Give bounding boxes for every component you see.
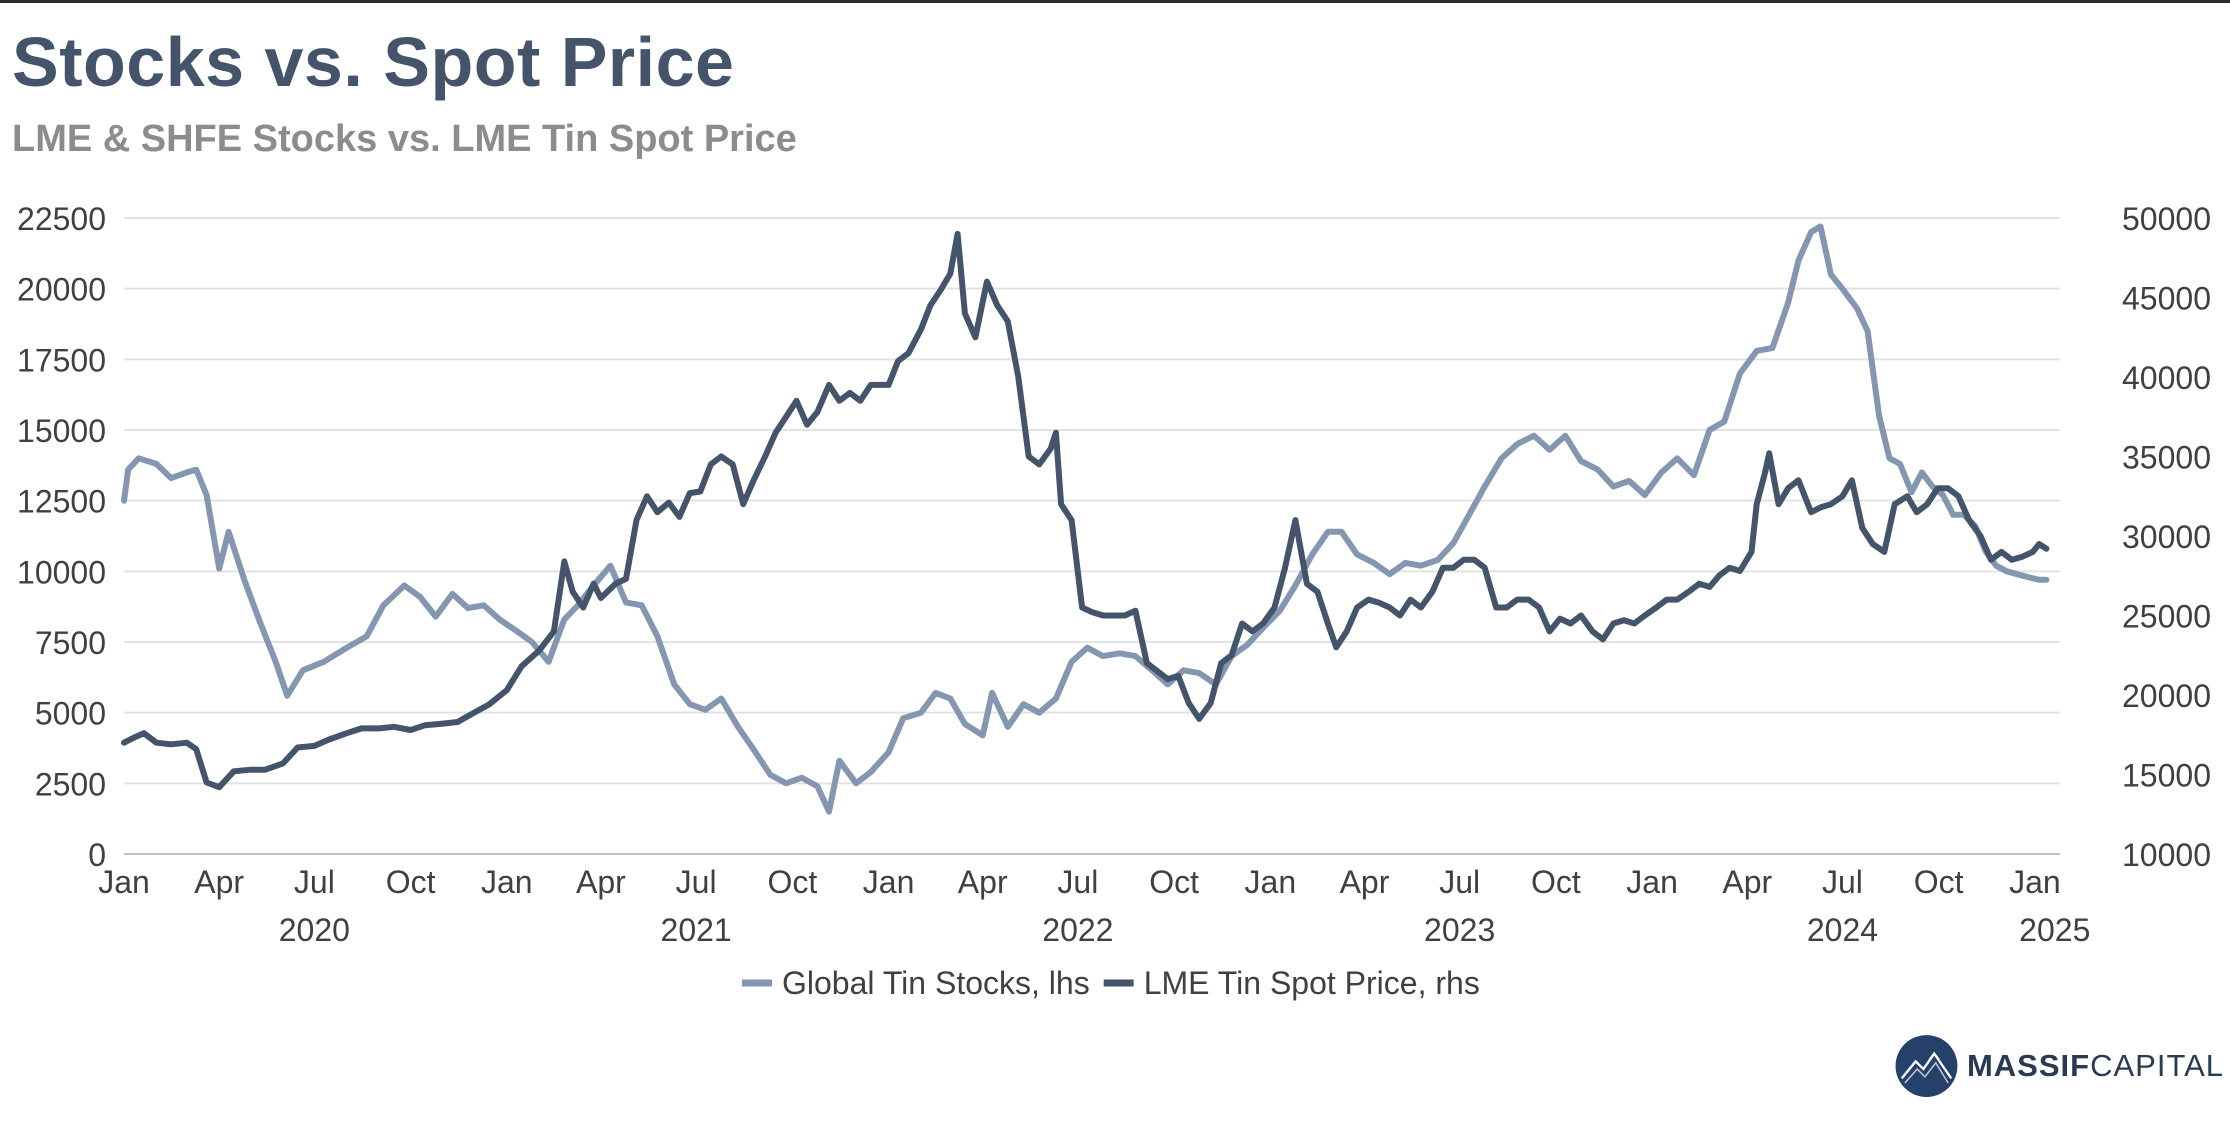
x-tick-label: Oct bbox=[767, 864, 817, 900]
logo-word-massif: MASSIF bbox=[1966, 1048, 2091, 1083]
left-tick-label: 22500 bbox=[17, 201, 106, 237]
left-axis: 0 2500 5000 7500 10000 12500 15000 17500 20000 22… bbox=[17, 201, 106, 873]
stocks-vs-price-chart: 0 2500 5000 7500 10000 12500 15000 17500 20000 22… bbox=[17, 201, 2211, 1001]
x-tick-label: Jan bbox=[481, 864, 533, 900]
x-tick-label: Jan bbox=[2009, 864, 2061, 900]
top-border bbox=[0, 0, 2230, 3]
right-tick-label: 20000 bbox=[2122, 678, 2211, 714]
left-tick-label: 7500 bbox=[35, 625, 106, 661]
right-tick-label: 45000 bbox=[2122, 281, 2211, 317]
x-tick-label: Apr bbox=[194, 864, 244, 900]
x-tick-label: Oct bbox=[1149, 864, 1199, 900]
legend-label: LME Tin Spot Price, rhs bbox=[1144, 965, 1480, 1001]
page-subtitle: LME & SHFE Stocks vs. LME Tin Spot Price bbox=[12, 118, 797, 160]
x-tick-label: Jan bbox=[1626, 864, 1678, 900]
legend-label: Global Tin Stocks, lhs bbox=[782, 965, 1090, 1001]
page-title: Stocks vs. Spot Price bbox=[12, 23, 735, 101]
series-lines bbox=[121, 223, 2050, 815]
left-tick-label: 10000 bbox=[17, 554, 106, 590]
right-axis: 10000 15000 20000 25000 30000 35000 40000 45000… bbox=[2122, 201, 2211, 873]
right-tick-label: 25000 bbox=[2122, 599, 2211, 635]
x-year-label: 2021 bbox=[661, 912, 732, 948]
x-tick-label: Jul bbox=[294, 864, 335, 900]
left-tick-label: 0 bbox=[88, 837, 106, 873]
right-tick-label: 50000 bbox=[2122, 201, 2211, 237]
left-tick-label: 20000 bbox=[17, 272, 106, 308]
series-line-global-tin-stocks bbox=[121, 223, 2050, 815]
x-tick-label: Apr bbox=[1340, 864, 1390, 900]
x-year-label: 2025 bbox=[2019, 912, 2090, 948]
x-tick-label: Jan bbox=[863, 864, 915, 900]
x-tick-label: Jul bbox=[676, 864, 717, 900]
x-tick-label: Oct bbox=[1531, 864, 1581, 900]
x-tick-label: Jan bbox=[1245, 864, 1297, 900]
right-tick-label: 30000 bbox=[2122, 519, 2211, 555]
x-axis: Jan Apr Jul Oct Jan Apr Jul Oct Jan Apr Jul Oct Jan A… bbox=[98, 864, 2090, 948]
right-tick-label: 40000 bbox=[2122, 360, 2211, 396]
x-tick-label: Oct bbox=[386, 864, 436, 900]
x-tick-label: Apr bbox=[958, 864, 1008, 900]
left-tick-label: 12500 bbox=[17, 484, 106, 520]
right-tick-label: 35000 bbox=[2122, 440, 2211, 476]
left-tick-label: 2500 bbox=[35, 766, 106, 802]
right-tick-label: 10000 bbox=[2122, 837, 2211, 873]
x-tick-label: Jul bbox=[1822, 864, 1863, 900]
x-tick-label: Jan bbox=[98, 864, 150, 900]
left-tick-label: 5000 bbox=[35, 696, 106, 732]
massif-capital-logo: MASSIFCAPITAL bbox=[1894, 1024, 2224, 1108]
right-tick-label: 15000 bbox=[2122, 758, 2211, 794]
logo-text: MASSIFCAPITAL bbox=[1967, 1048, 2224, 1084]
x-tick-label: Jul bbox=[1057, 864, 1098, 900]
mountain-icon bbox=[1895, 1035, 1958, 1097]
x-year-label: 2022 bbox=[1042, 912, 1113, 948]
x-tick-label: Jul bbox=[1439, 864, 1480, 900]
x-tick-label: Apr bbox=[576, 864, 626, 900]
gridlines bbox=[124, 217, 2060, 855]
x-year-label: 2023 bbox=[1424, 912, 1495, 948]
x-year-label: 2020 bbox=[279, 912, 350, 948]
legend: Global Tin Stocks, lhs LME Tin Spot Price… bbox=[742, 965, 1480, 1001]
logo-word-capital: CAPITAL bbox=[2090, 1048, 2224, 1083]
series-line-lme-tin-spot-price bbox=[121, 230, 2050, 791]
x-tick-label: Oct bbox=[1914, 864, 1964, 900]
left-tick-label: 17500 bbox=[17, 342, 106, 378]
x-year-label: 2024 bbox=[1807, 912, 1878, 948]
left-tick-label: 15000 bbox=[17, 413, 106, 449]
x-tick-label: Apr bbox=[1722, 864, 1772, 900]
